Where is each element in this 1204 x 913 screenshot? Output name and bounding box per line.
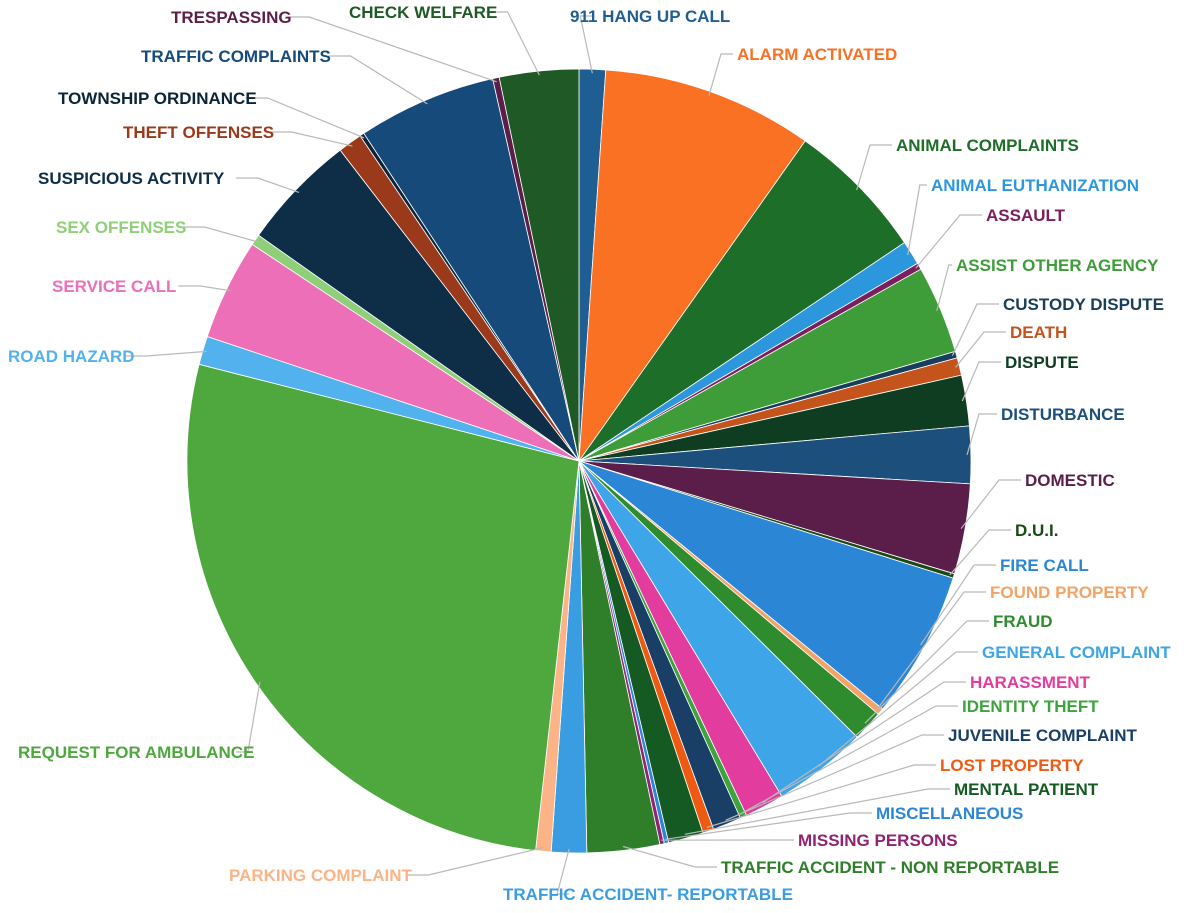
- label-found-property: FOUND PROPERTY: [990, 583, 1149, 602]
- label-traffic-accident-non-reportable: TRAFFIC ACCIDENT - NON REPORTABLE: [721, 858, 1059, 877]
- leader-miscellaneous: [665, 812, 872, 840]
- leader-dispute: [961, 361, 1001, 402]
- leader-service-call: [178, 285, 231, 292]
- label-disturbance: DISTURBANCE: [1001, 405, 1125, 424]
- label-request-for-ambulance: REQUEST FOR AMBULANCE: [18, 743, 254, 762]
- leader-animal-complaints: [856, 144, 892, 191]
- label-mental-patient: MENTAL PATIENT: [954, 780, 1099, 799]
- leader-d-u-i: [949, 529, 1011, 576]
- leader-traffic-accident-reportable: [556, 848, 570, 895]
- slice-labels: 911 HANG UP CALL ALARM ACTIVATED ANIMAL CO…: [8, 3, 1171, 904]
- label-d-u-i: D.U.I.: [1015, 521, 1058, 540]
- label-911-hang-up-call: 911 HANG UP CALL: [570, 7, 730, 26]
- label-general-complaint: GENERAL COMPLAINT: [982, 643, 1171, 662]
- label-death: DEATH: [1010, 323, 1067, 342]
- leader-theft-offenses: [269, 131, 353, 147]
- label-lost-property: LOST PROPERTY: [940, 756, 1084, 775]
- leader-trespassing: [287, 16, 497, 83]
- label-assault: ASSAULT: [986, 206, 1066, 225]
- label-parking-complaint: PARKING COMPLAINT: [229, 866, 413, 885]
- label-township-ordinance: TOWNSHIP ORDINANCE: [58, 89, 257, 108]
- label-domestic: DOMESTIC: [1025, 471, 1115, 490]
- label-service-call: SERVICE CALL: [52, 277, 176, 296]
- leader-disturbance: [966, 413, 997, 456]
- label-assist-other-agency: ASSIST OTHER AGENCY: [956, 256, 1159, 275]
- slice-animal-complaints: [578, 140, 906, 462]
- label-traffic-complaints: TRAFFIC COMPLAINTS: [141, 47, 331, 66]
- leader-mental-patient: [684, 788, 950, 835]
- leader-traffic-accident-non-reportable: [622, 845, 717, 868]
- leader-parking-complaint: [406, 846, 544, 876]
- leader-911-hang-up-call: [579, 15, 593, 74]
- label-suspicious-activity: SUSPICIOUS ACTIVITY: [38, 169, 225, 188]
- leader-general-complaint: [818, 651, 978, 767]
- leader-domestic: [960, 479, 1021, 529]
- leader-juvenile-complaint: [725, 734, 944, 821]
- label-dispute: DISPUTE: [1005, 353, 1079, 372]
- label-fraud: FRAUD: [993, 612, 1053, 631]
- label-road-hazard: ROAD HAZARD: [8, 347, 135, 366]
- leader-death: [955, 331, 1006, 368]
- label-animal-euthanization: ANIMAL EUTHANIZATION: [931, 176, 1139, 195]
- leader-sex-offenses: [182, 226, 259, 243]
- leader-request-for-ambulance: [236, 681, 261, 753]
- leader-lost-property: [706, 764, 936, 828]
- label-fire-call: FIRE CALL: [1000, 556, 1089, 575]
- label-check-welfare: CHECK WELFARE: [349, 3, 497, 22]
- slice-check-welfare: [498, 68, 580, 462]
- label-harassment: HARASSMENT: [970, 673, 1091, 692]
- label-identity-theft: IDENTITY THEFT: [962, 697, 1099, 716]
- leader-lines: [124, 11, 1021, 895]
- slice-fire-call: [578, 460, 954, 710]
- label-animal-complaints: ANIMAL COMPLAINTS: [896, 136, 1079, 155]
- leader-identity-theft: [741, 705, 958, 814]
- leader-fire-call: [920, 564, 996, 646]
- leader-suspicious-activity: [235, 177, 300, 193]
- leader-traffic-complaints: [328, 55, 428, 105]
- label-theft-offenses: THEFT OFFENSES: [123, 123, 274, 142]
- leader-harassment: [762, 681, 966, 804]
- leader-assault: [915, 214, 982, 269]
- pie-slices: [186, 68, 972, 854]
- slice-request-for-ambulance: [186, 363, 580, 852]
- label-miscellaneous: MISCELLANEOUS: [876, 804, 1023, 823]
- leader-check-welfare: [485, 11, 540, 76]
- leader-custody-dispute: [951, 303, 999, 356]
- leader-road-hazard: [124, 350, 207, 357]
- label-alarm-activated: ALARM ACTIVATED: [737, 45, 897, 64]
- label-missing-persons: MISSING PERSONS: [798, 831, 958, 850]
- label-trespassing: TRESPASSING: [171, 8, 292, 27]
- label-juvenile-complaint: JUVENILE COMPLAINT: [948, 726, 1138, 745]
- label-traffic-accident-reportable: TRAFFIC ACCIDENT- REPORTABLE: [503, 885, 793, 904]
- leader-township-ordinance: [245, 97, 365, 139]
- leader-fraud: [864, 620, 989, 724]
- leader-animal-euthanization: [907, 184, 927, 256]
- leader-found-property: [876, 591, 986, 710]
- label-custody-dispute: CUSTODY DISPUTE: [1003, 295, 1164, 314]
- label-sex-offenses: SEX OFFENSES: [56, 218, 186, 237]
- leader-alarm-activated: [708, 53, 733, 96]
- leader-assist-other-agency: [936, 264, 952, 312]
